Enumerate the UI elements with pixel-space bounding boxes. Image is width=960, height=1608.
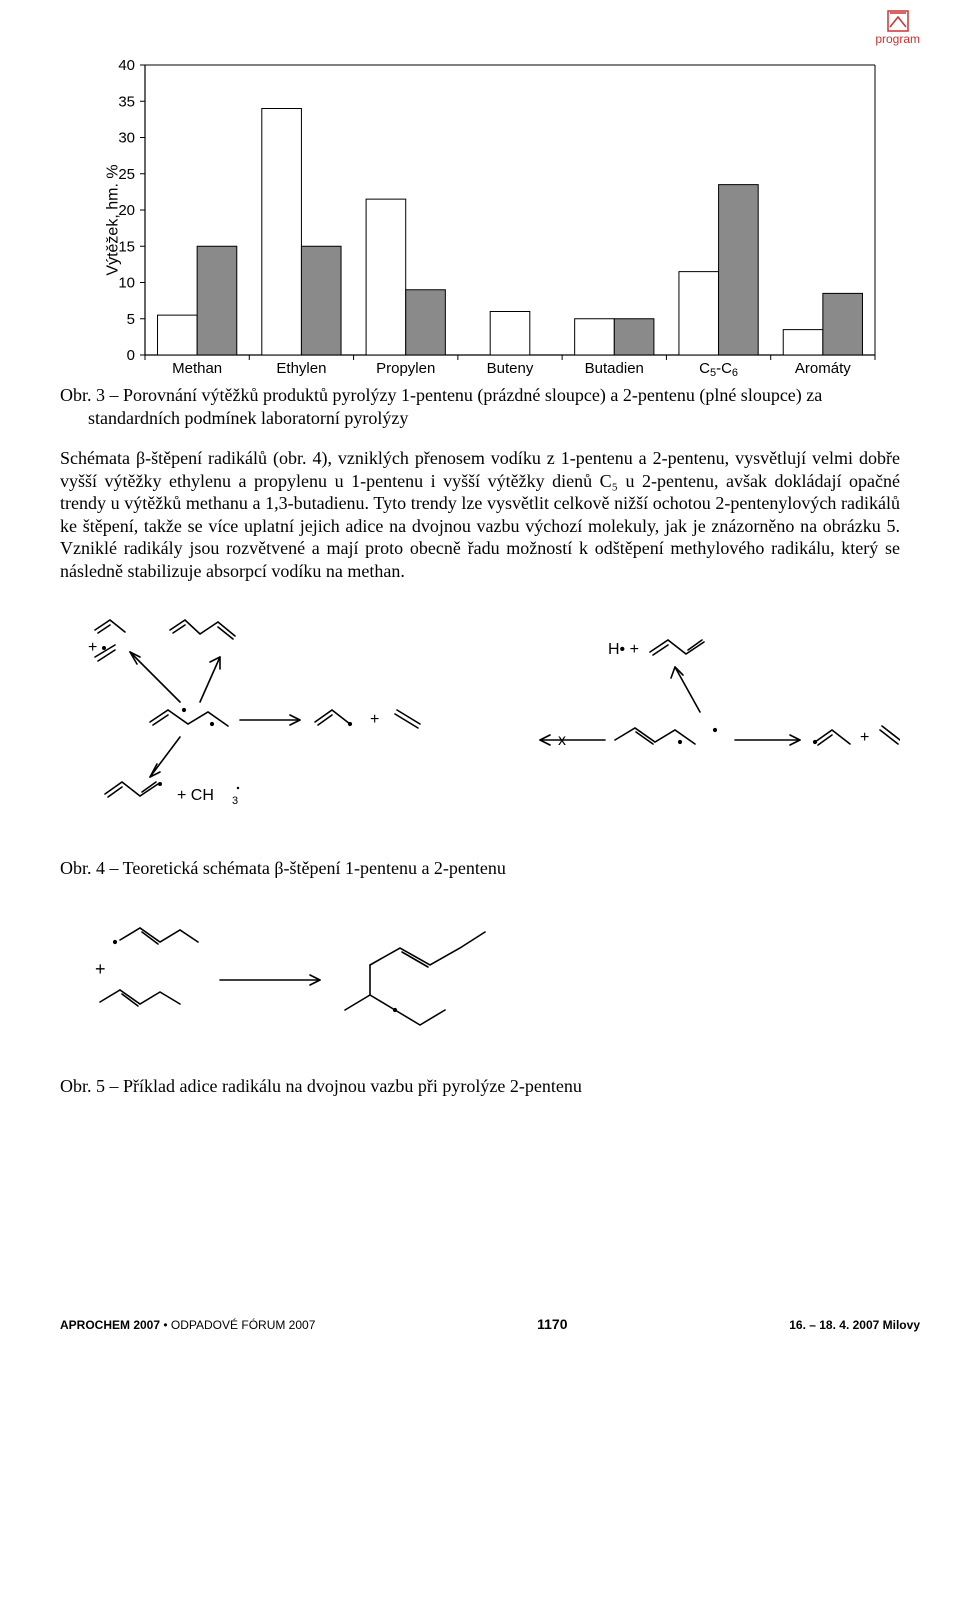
program-label: program — [875, 32, 920, 46]
footer-right: 16. – 18. 4. 2007 Milovy — [789, 1318, 920, 1332]
schema1-plus-2: + — [370, 711, 379, 728]
svg-text:5: 5 — [127, 311, 135, 328]
svg-text:Propylen: Propylen — [376, 360, 435, 377]
program-icon — [887, 10, 909, 32]
svg-text:Buteny: Buteny — [487, 360, 534, 377]
footer-left: APROCHEM 2007 • ODPADOVÉ FÓRUM 2007 — [60, 1318, 315, 1332]
y-axis-label: Výtěžek, hm. % — [105, 164, 123, 275]
page-footer: APROCHEM 2007 • ODPADOVÉ FÓRUM 2007 1170… — [60, 1316, 920, 1332]
svg-text:35: 35 — [118, 93, 135, 110]
schema1-Hplus: H• + — [608, 641, 639, 658]
schema-4-svg: + + + CH 3 H• + x + — [60, 612, 900, 842]
schema1-x: x — [558, 732, 566, 749]
schema1-ch3-sub: 3 — [232, 795, 238, 807]
svg-text:Ethylen: Ethylen — [276, 360, 326, 377]
svg-text:10: 10 — [118, 275, 135, 292]
svg-text:40: 40 — [118, 60, 135, 74]
figure-5-caption: Obr. 5 – Příklad adice radikálu na dvojn… — [60, 1075, 900, 1098]
bar-chart: Výtěžek, hm. % 0510152025303540MethanEth… — [100, 60, 880, 380]
svg-text:Methan: Methan — [172, 360, 222, 377]
svg-text:30: 30 — [118, 130, 135, 147]
spacer — [60, 1097, 900, 1317]
paragraph-text: Schémata β-štěpení radikálů (obr. 4), vz… — [60, 448, 900, 581]
schema1-plus-3: + CH — [177, 787, 214, 804]
program-link[interactable]: program — [875, 10, 920, 46]
figure-3-caption: Obr. 3 – Porovnání výtěžků produktů pyro… — [60, 384, 900, 429]
body-paragraph: Schémata β-štěpení radikálů (obr. 4), vz… — [60, 447, 900, 582]
caption-3-text: Obr. 3 – Porovnání výtěžků produktů pyro… — [60, 385, 822, 428]
figure-4-schema: + + + CH 3 H• + x + — [60, 612, 900, 847]
figure-5-schema: + — [60, 910, 900, 1065]
schema2-plus: + — [95, 959, 106, 979]
schema-5-svg: + — [60, 910, 660, 1060]
svg-text:0: 0 — [127, 347, 135, 364]
footer-forum: • ODPADOVÉ FÓRUM 2007 — [160, 1318, 315, 1332]
figure-4-caption: Obr. 4 – Teoretická schémata β-štěpení 1… — [60, 857, 900, 880]
svg-text:Aromáty: Aromáty — [795, 360, 851, 377]
schema1-plus-1: + — [88, 639, 97, 656]
chart-svg: 0510152025303540MethanEthylenPropylenBut… — [100, 60, 880, 380]
svg-text:C5-C6: C5-C6 — [699, 360, 738, 379]
svg-text:Butadien: Butadien — [585, 360, 644, 377]
footer-conference: APROCHEM 2007 — [60, 1318, 160, 1332]
schema1-plus-5: + — [860, 729, 869, 746]
page-number: 1170 — [537, 1316, 567, 1332]
